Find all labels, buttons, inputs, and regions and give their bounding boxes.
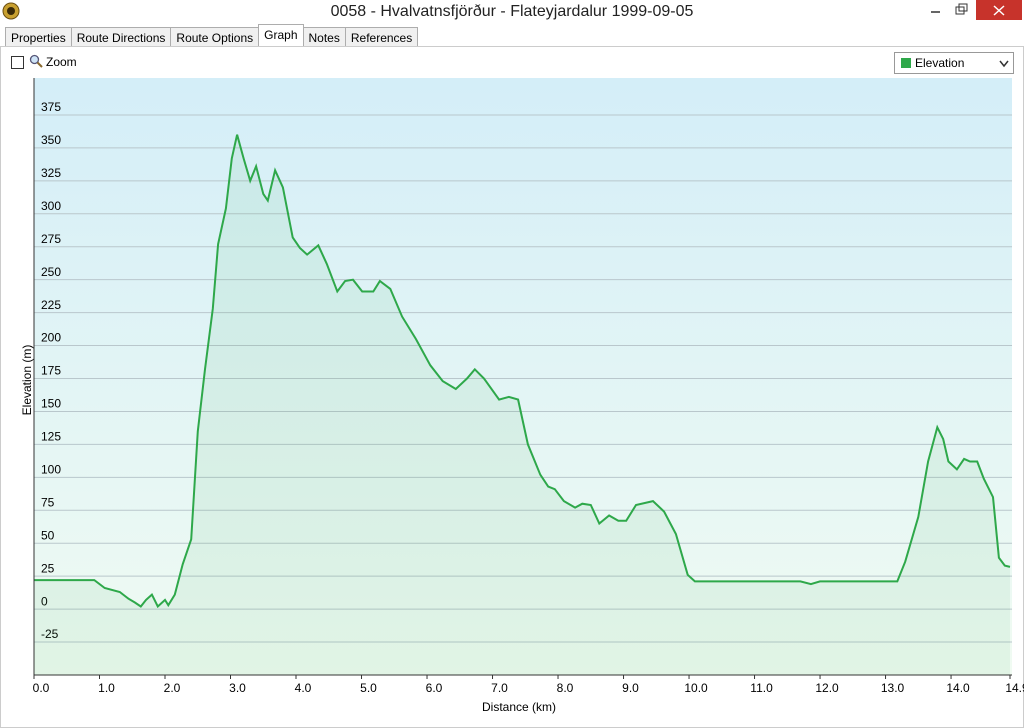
y-tick-label: 50 (41, 528, 55, 542)
x-tick-label: 12.0 (815, 681, 839, 695)
app-icon-center (7, 7, 15, 15)
x-tick-label: 14.9 (1005, 681, 1024, 695)
zoom-icon (29, 54, 43, 68)
y-tick-label: 25 (41, 561, 55, 575)
y-tick-label: 350 (41, 133, 61, 147)
series-dropdown[interactable]: Elevation (894, 52, 1014, 74)
x-tick-label: 11.0 (750, 681, 773, 695)
area-fill (34, 134, 1010, 675)
y-tick-label: 100 (41, 463, 61, 477)
y-tick-label: 75 (41, 495, 55, 509)
tab[interactable]: Route Options (170, 27, 260, 48)
x-tick-label: 1.0 (98, 681, 115, 695)
x-tick-label: 5.0 (360, 681, 377, 695)
series-dropdown-label: Elevation (915, 56, 965, 70)
line (34, 134, 1011, 609)
tab-strip: Properties Route Directions Route Options G… (5, 24, 419, 48)
plot-background (34, 78, 1012, 675)
y-tick-label: 125 (41, 430, 61, 444)
title-bar: 0058 - Hvalvatnsfjörður - Flateyjardalur… (0, 0, 1024, 24)
x-tick-label: 6.0 (426, 681, 443, 695)
tab[interactable]: Route Directions (70, 27, 172, 48)
x-tick-label: 13.0 (881, 681, 905, 695)
y-tick-label: 200 (41, 331, 61, 345)
x-tick-label: 2.0 (164, 681, 181, 695)
y-tick-label: 275 (41, 232, 61, 246)
window-title: 0058 - Hvalvatnsfjörður - Flateyjardalur… (330, 3, 694, 20)
y-tick-label: 225 (41, 298, 61, 312)
y-tick-label: 150 (41, 397, 61, 411)
x-tick-label: 8.0 (557, 681, 574, 695)
x-tick-label: 0.0 (33, 681, 50, 695)
series-swatch (901, 58, 911, 68)
title-icons (2, 0, 1022, 20)
y-tick-label: 175 (41, 364, 61, 378)
tab[interactable]: Notes (302, 27, 346, 48)
y-tick-label: 325 (41, 166, 61, 180)
x-tick-label: 7.0 (491, 681, 508, 695)
y-tick-label: 0 (41, 594, 48, 608)
y-tick-label: -25 (41, 627, 59, 641)
y-tick-label: 250 (41, 265, 61, 279)
x-tick-label: 9.0 (622, 681, 639, 695)
zoom-label[interactable]: Zoom (46, 55, 77, 69)
dropdown-arrow (999, 60, 1009, 68)
x-tick-label: 4.0 (295, 681, 312, 695)
zoom-checkbox[interactable] (11, 56, 24, 69)
x-tick-label: 10.0 (684, 681, 708, 695)
tab[interactable]: Graph (258, 24, 304, 48)
x-axis-label: Distance (km) (482, 700, 556, 714)
x-tick-label: 14.0 (946, 681, 970, 695)
y-tick-label: 300 (41, 199, 61, 213)
y-tick-label: 375 (41, 100, 61, 114)
x-tick-label: 3.0 (229, 681, 246, 695)
y-axis-label: Elevation (m) (20, 345, 34, 416)
restore-button-back (958, 3, 968, 12)
close-icon (993, 5, 1005, 16)
